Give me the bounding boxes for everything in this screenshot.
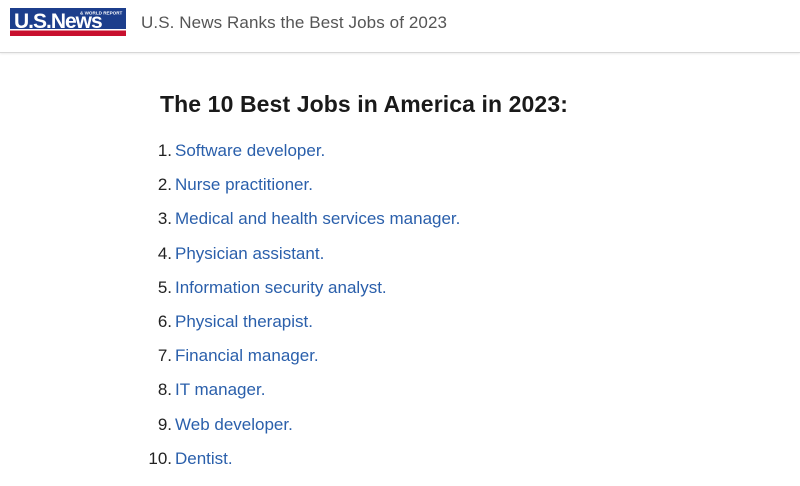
job-link-web-developer[interactable]: Web developer. [175, 414, 293, 434]
list-item-rank: 1. [157, 141, 172, 160]
site-header: U.S.News & WORLD REPORT U.S. News Ranks … [0, 0, 800, 53]
list-item-rank: 2. [157, 175, 172, 195]
list-item-rank: 5. [157, 277, 172, 297]
logo-wordmark: U.S.News [14, 10, 102, 33]
job-link-physician-assistant[interactable]: Physician assistant. [175, 243, 325, 263]
usnews-logo[interactable]: U.S.News & WORLD REPORT [10, 8, 126, 36]
job-link-financial-manager[interactable]: Financial manager. [175, 346, 319, 366]
logo-subtitle: & WORLD REPORT [80, 11, 123, 16]
job-link-nurse-practitioner[interactable]: Nurse practitioner. [175, 175, 313, 195]
job-link-it-manager[interactable]: IT manager. [175, 380, 266, 400]
list-item-rank: 3. [157, 209, 172, 229]
list-item-rank: 7. [157, 346, 172, 366]
job-link-medical-health-services-manager[interactable]: Medical and health services manager. [175, 209, 461, 229]
job-link-dentist[interactable]: Dentist. [175, 448, 233, 468]
article-content: The 10 Best Jobs in America in 2023: 1. … [0, 53, 800, 486]
list-item-rank: 4. [157, 243, 172, 263]
list-item-rank: 6. [157, 311, 172, 331]
job-link-information-security-analyst[interactable]: Information security analyst. [175, 277, 387, 297]
job-link-software-developer[interactable]: Software developer. [175, 141, 326, 160]
list-item-rank: 9. [157, 414, 172, 434]
section-heading: The 10 Best Jobs in America in 2023: [160, 91, 568, 117]
job-link-physical-therapist[interactable]: Physical therapist. [175, 311, 313, 331]
list-item-rank: 10. [148, 448, 172, 468]
list-item-rank: 8. [157, 380, 172, 400]
usnews-logo-graphic: U.S.News & WORLD REPORT [10, 8, 126, 36]
page-header-title: U.S. News Ranks the Best Jobs of 2023 [141, 13, 448, 32]
